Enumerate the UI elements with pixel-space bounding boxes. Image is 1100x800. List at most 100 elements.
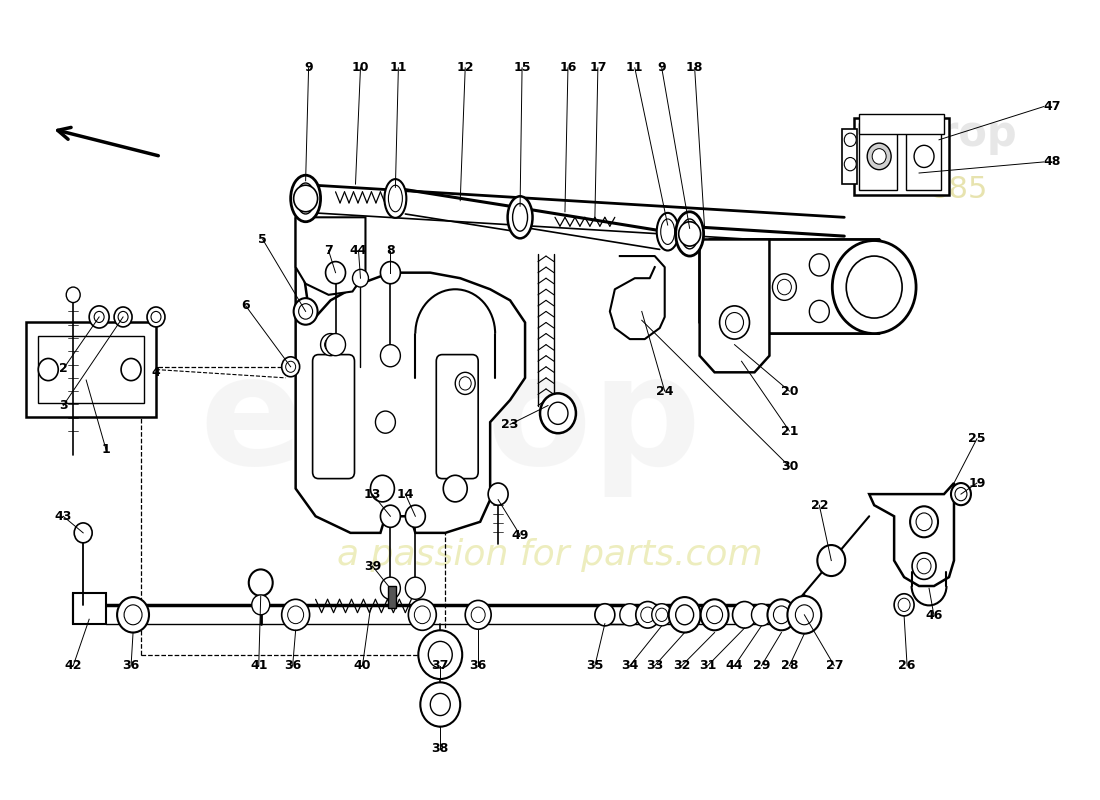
Circle shape [916,513,932,530]
Ellipse shape [681,219,698,249]
Circle shape [733,602,757,628]
Circle shape [867,143,891,170]
Text: 46: 46 [925,610,943,622]
Text: 22: 22 [811,498,828,512]
Text: 9: 9 [658,62,666,74]
Text: europ: europ [881,114,1018,155]
Circle shape [381,505,400,527]
Bar [26,322,156,417]
Circle shape [751,604,771,626]
Text: 10: 10 [352,62,370,74]
Circle shape [595,604,615,626]
Bar [843,129,857,184]
Circle shape [719,306,749,339]
Circle shape [706,606,723,624]
Text: 16: 16 [559,62,576,74]
Text: 21: 21 [781,425,799,438]
Circle shape [773,606,790,624]
Text: 28: 28 [781,659,799,672]
Ellipse shape [297,183,315,214]
Ellipse shape [661,219,674,245]
Circle shape [912,553,936,579]
Polygon shape [700,239,889,334]
Text: 1: 1 [101,443,110,456]
Circle shape [114,307,132,327]
Circle shape [910,506,938,538]
Circle shape [252,595,270,615]
Circle shape [420,682,460,726]
FancyBboxPatch shape [437,354,478,478]
Polygon shape [869,483,954,586]
Text: 3: 3 [59,399,67,412]
Circle shape [74,523,92,543]
Circle shape [320,334,341,356]
Text: 7: 7 [324,244,333,257]
FancyBboxPatch shape [312,354,354,478]
Circle shape [406,577,426,599]
Text: 43: 43 [55,510,72,522]
Circle shape [326,262,345,284]
Polygon shape [296,218,525,533]
Text: 37: 37 [431,659,449,672]
Circle shape [641,607,654,622]
Bar [388,586,396,608]
Circle shape [679,222,701,246]
Circle shape [455,372,475,394]
Text: 40: 40 [354,659,371,672]
Circle shape [619,604,640,626]
Text: 9: 9 [305,62,312,74]
Circle shape [778,279,791,295]
Circle shape [418,630,462,679]
Circle shape [381,262,400,284]
Circle shape [488,483,508,505]
Text: a passion for parts.com: a passion for parts.com [337,538,763,572]
Text: 26: 26 [899,659,916,672]
Circle shape [66,287,80,302]
Circle shape [548,402,568,424]
Text: 19: 19 [968,477,986,490]
Circle shape [326,334,345,356]
Circle shape [894,594,914,616]
Bar [74,593,106,624]
Circle shape [294,185,318,212]
Bar [859,123,898,190]
Circle shape [147,307,165,327]
Ellipse shape [388,185,403,212]
Text: 38: 38 [431,742,449,755]
Polygon shape [296,218,365,295]
Circle shape [788,596,822,634]
Text: 20: 20 [781,385,799,398]
Circle shape [846,256,902,318]
Circle shape [872,149,887,164]
Text: 48: 48 [1044,155,1061,169]
Circle shape [459,377,471,390]
Circle shape [375,411,395,434]
Text: 18: 18 [686,62,703,74]
Bar [906,123,940,190]
Text: 44: 44 [726,659,744,672]
Circle shape [917,558,931,574]
Bar [859,114,944,134]
Circle shape [408,599,437,630]
Text: 32: 32 [673,659,691,672]
Ellipse shape [513,203,528,231]
Text: 36: 36 [122,659,140,672]
Text: 34: 34 [621,659,638,672]
Circle shape [651,604,672,626]
Circle shape [352,270,368,287]
Text: 12: 12 [456,62,474,74]
Text: 11: 11 [626,62,644,74]
Text: 15: 15 [514,62,531,74]
Circle shape [544,398,572,429]
Circle shape [151,311,161,322]
Circle shape [95,311,104,322]
Text: 23: 23 [502,418,519,431]
Circle shape [249,570,273,596]
Circle shape [406,505,426,527]
Circle shape [286,362,296,372]
Circle shape [124,605,142,625]
Circle shape [443,475,468,502]
Circle shape [381,577,400,599]
Text: 6: 6 [242,299,250,312]
Text: 31: 31 [698,659,716,672]
